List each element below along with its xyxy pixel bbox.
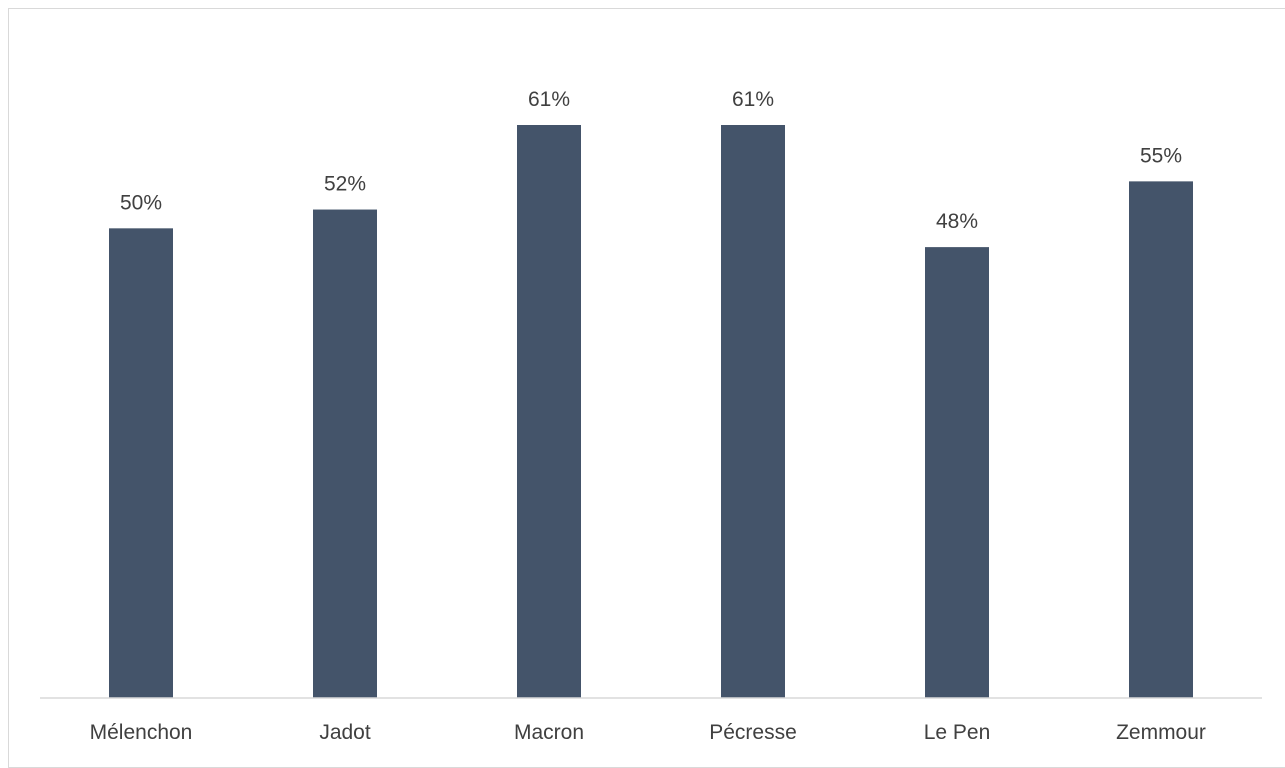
bar-5 (1129, 181, 1193, 698)
bars-group (109, 125, 1193, 699)
x-tick-labels-group: Mélenchon Jadot Macron Pécresse Le Pen Zemmou… (90, 721, 1206, 744)
data-label-5: 55% (1140, 144, 1182, 167)
x-tick-label-2: Macron (514, 721, 584, 744)
x-tick-label-4: Le Pen (924, 721, 991, 744)
data-labels-group: 50% 52% 61% 61% 48% 55% (120, 88, 1182, 233)
x-tick-label-5: Zemmour (1116, 721, 1206, 744)
bar-1 (313, 209, 377, 698)
data-label-4: 48% (936, 210, 978, 233)
data-label-0: 50% (120, 191, 162, 214)
x-tick-label-0: Mélenchon (90, 721, 193, 744)
x-tick-label-1: Jadot (319, 721, 371, 744)
data-label-1: 52% (324, 173, 366, 196)
bar-0 (109, 228, 173, 698)
chart-frame (8, 8, 1285, 768)
data-label-2: 61% (528, 88, 570, 111)
data-label-3: 61% (732, 88, 774, 111)
bar-2 (517, 125, 581, 698)
x-tick-label-3: Pécresse (709, 721, 797, 744)
bar-3 (721, 125, 785, 698)
bar-4 (925, 247, 989, 699)
